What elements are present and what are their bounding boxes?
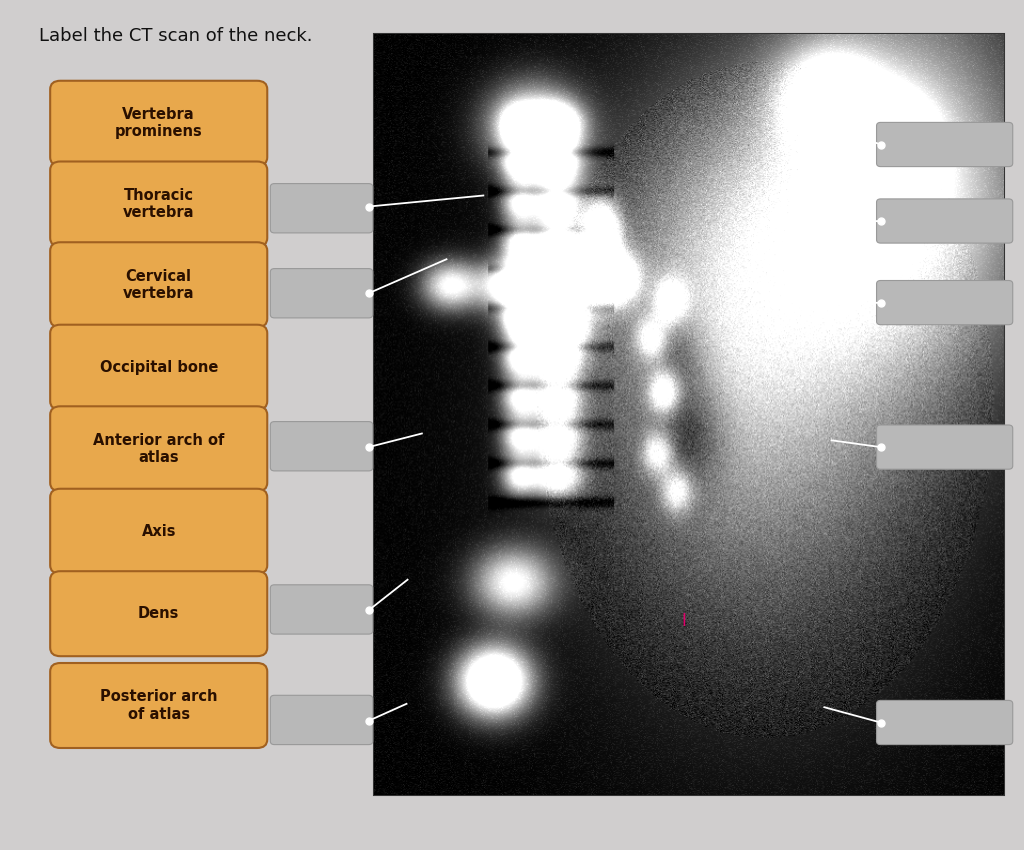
FancyBboxPatch shape [877, 700, 1013, 745]
FancyBboxPatch shape [50, 242, 267, 327]
FancyBboxPatch shape [270, 585, 373, 634]
Text: Anterior arch of
atlas: Anterior arch of atlas [93, 433, 224, 465]
Text: Cervical
vertebra: Cervical vertebra [123, 269, 195, 301]
FancyBboxPatch shape [50, 162, 267, 246]
Text: Label the CT scan of the neck.: Label the CT scan of the neck. [39, 27, 312, 45]
FancyBboxPatch shape [270, 422, 373, 471]
Text: Thoracic
vertebra: Thoracic vertebra [123, 188, 195, 220]
FancyBboxPatch shape [50, 406, 267, 491]
Text: Vertebra
prominens: Vertebra prominens [115, 107, 203, 139]
FancyBboxPatch shape [50, 325, 267, 410]
Text: Axis: Axis [141, 524, 176, 539]
FancyBboxPatch shape [877, 425, 1013, 469]
Text: Posterior arch
of atlas: Posterior arch of atlas [100, 689, 217, 722]
FancyBboxPatch shape [50, 571, 267, 656]
Bar [374, 34, 1004, 795]
FancyBboxPatch shape [50, 81, 267, 166]
Text: Occipital bone: Occipital bone [99, 360, 218, 375]
FancyBboxPatch shape [877, 199, 1013, 243]
FancyBboxPatch shape [270, 184, 373, 233]
FancyBboxPatch shape [877, 280, 1013, 325]
FancyBboxPatch shape [270, 269, 373, 318]
FancyBboxPatch shape [50, 489, 267, 574]
FancyBboxPatch shape [50, 663, 267, 748]
FancyBboxPatch shape [270, 695, 373, 745]
Text: I: I [682, 611, 686, 630]
Text: Dens: Dens [138, 606, 179, 621]
FancyBboxPatch shape [877, 122, 1013, 167]
